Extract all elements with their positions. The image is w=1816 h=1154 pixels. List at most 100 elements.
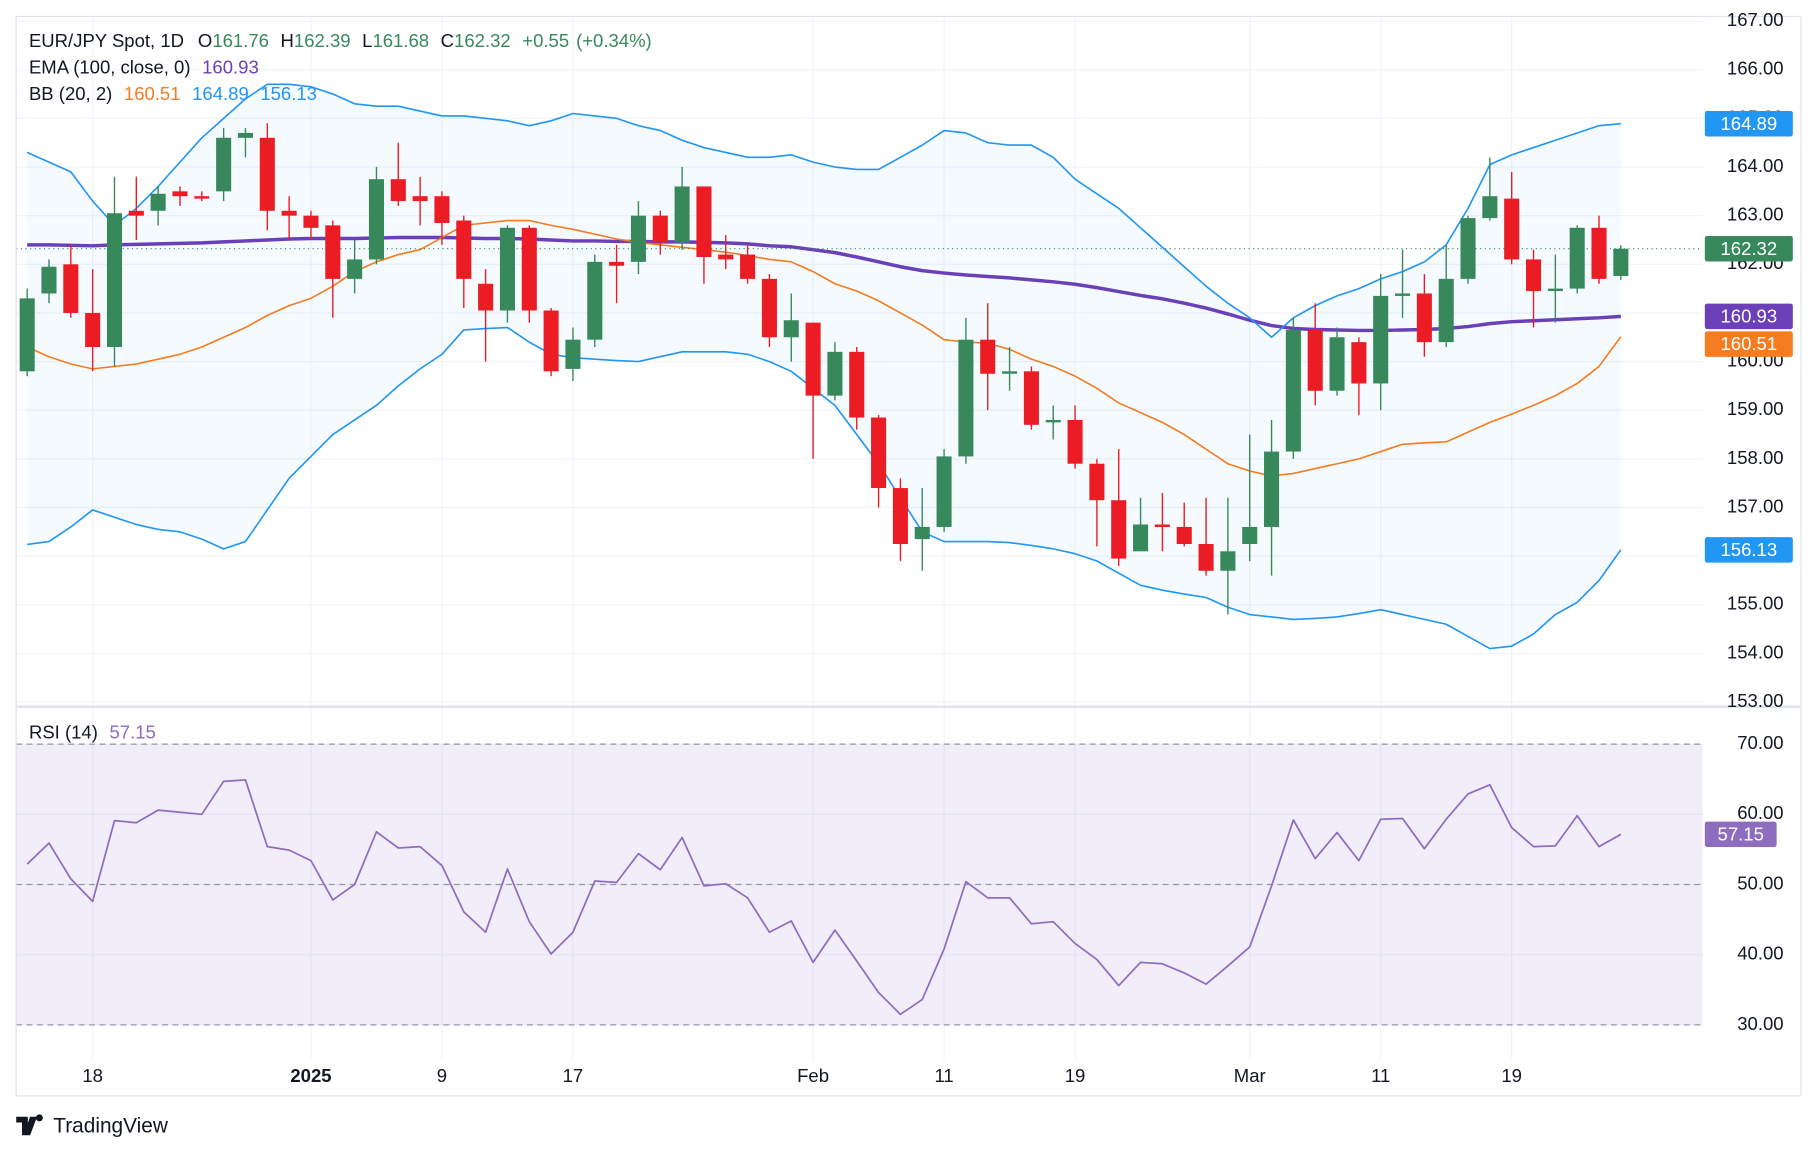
candle-body <box>172 191 188 197</box>
candle-body <box>1285 329 1301 452</box>
y-tick-label: 158.00 <box>1727 447 1784 468</box>
candle-body <box>303 215 319 228</box>
ema-line <box>27 235 1621 333</box>
y-tick-label: 40.00 <box>1737 943 1783 964</box>
candle-body <box>1416 293 1432 343</box>
candle-body <box>1591 227 1607 279</box>
price-badge-label: 160.51 <box>1721 333 1778 354</box>
grid-layer <box>16 16 1703 1060</box>
y-tick-label: 167.00 <box>1727 9 1784 30</box>
price-badge-label: 156.13 <box>1721 539 1778 560</box>
candle-body <box>41 266 57 294</box>
indicator-value: 160.93 <box>202 56 259 77</box>
legend-rsi: RSI (14) 57.15 <box>29 721 156 742</box>
price-badge-label: 162.32 <box>1721 238 1778 259</box>
candle-body <box>456 220 472 279</box>
candle-body <box>1002 371 1018 374</box>
y-tick-label: 159.00 <box>1727 398 1784 419</box>
candle-body <box>1307 329 1323 391</box>
candle-body <box>980 339 996 374</box>
candle-body <box>368 179 384 260</box>
candle-body <box>587 261 603 340</box>
indicator-value: 57.15 <box>109 721 155 742</box>
y-tick-label: 70.00 <box>1737 732 1783 753</box>
candle-body <box>1242 526 1258 544</box>
candle-body <box>718 254 734 260</box>
bb-line <box>26 83 1621 339</box>
y-tick-label: 164.00 <box>1727 155 1784 176</box>
candle-body <box>1482 196 1498 219</box>
candle-body <box>1613 248 1629 276</box>
candle-body <box>412 196 428 202</box>
candle-body <box>150 193 166 211</box>
candle-body <box>958 339 974 457</box>
indicator-name: RSI (14) <box>29 721 98 742</box>
candle-body <box>194 196 210 199</box>
candle-body <box>1220 551 1236 571</box>
candle-body <box>1176 526 1192 544</box>
candle-body <box>106 213 123 347</box>
indicator-value: 160.51 <box>124 83 181 104</box>
candle-body <box>783 320 799 338</box>
candle-body <box>1023 371 1039 425</box>
candle-body <box>740 254 756 279</box>
chart-frame <box>15 15 1802 1097</box>
x-tick-label: Feb <box>797 1065 829 1086</box>
candle-body <box>390 179 406 202</box>
candle-body <box>652 215 668 243</box>
candle-body <box>1198 543 1214 571</box>
bb-fill <box>27 84 1621 649</box>
price-badge <box>1704 331 1793 357</box>
candle-body <box>892 488 908 544</box>
y-tick-label: 154.00 <box>1727 641 1784 662</box>
indicator-value: 164.89 <box>192 83 249 104</box>
ohlc-label: H <box>281 30 294 51</box>
y-tick-label: 153.00 <box>1727 690 1784 711</box>
candle-body <box>478 283 494 311</box>
candle-body <box>1569 227 1585 289</box>
ohlc-value: 161.68 <box>372 30 429 51</box>
brand-name: TradingView <box>53 1115 169 1138</box>
candle-body <box>281 210 297 216</box>
candle-body <box>1154 524 1170 527</box>
price-badge-label: 164.89 <box>1721 113 1778 134</box>
candle-body <box>1264 451 1280 527</box>
candle-body <box>936 456 952 527</box>
x-tick-label: 2025 <box>290 1065 331 1086</box>
candle-body <box>1395 293 1411 296</box>
price-badge <box>1704 235 1793 262</box>
candle-layer <box>19 123 1629 615</box>
x-tick-label: 19 <box>1065 1065 1086 1086</box>
candle-body <box>761 278 777 338</box>
candle-body <box>1111 500 1127 559</box>
candle-body <box>85 312 101 347</box>
candle-body <box>1133 524 1149 552</box>
candle-body <box>1504 198 1520 260</box>
bb-line <box>27 326 1622 650</box>
indicator-name: EMA (100, close, 0) <box>29 56 191 77</box>
rsi-line <box>26 779 1622 1016</box>
candle-body <box>63 264 79 313</box>
line-layer <box>16 83 1703 1016</box>
y-tick-label: 166.00 <box>1727 58 1784 79</box>
bb-line <box>26 219 1622 477</box>
y-tick-label: 50.00 <box>1737 872 1783 893</box>
candle-body <box>1525 259 1542 292</box>
x-tick-label: 9 <box>437 1065 447 1086</box>
x-tick-label: 11 <box>1371 1065 1390 1086</box>
candle-body <box>237 132 254 138</box>
y-tick-label: 157.00 <box>1727 495 1784 516</box>
legend-ema: EMA (100, close, 0) 160.93 <box>29 56 259 77</box>
candle-body <box>696 186 712 257</box>
candle-body <box>1089 463 1105 501</box>
price-badge-label: 160.93 <box>1721 305 1778 326</box>
symbol-title: EUR/JPY Spot, 1D <box>29 30 184 51</box>
indicator-value: 156.13 <box>260 83 317 104</box>
y-tick-label: 60.00 <box>1737 802 1783 823</box>
candle-body <box>1329 337 1345 391</box>
x-tick-label: 17 <box>563 1065 584 1086</box>
ohlc-value: 162.39 <box>294 30 351 51</box>
